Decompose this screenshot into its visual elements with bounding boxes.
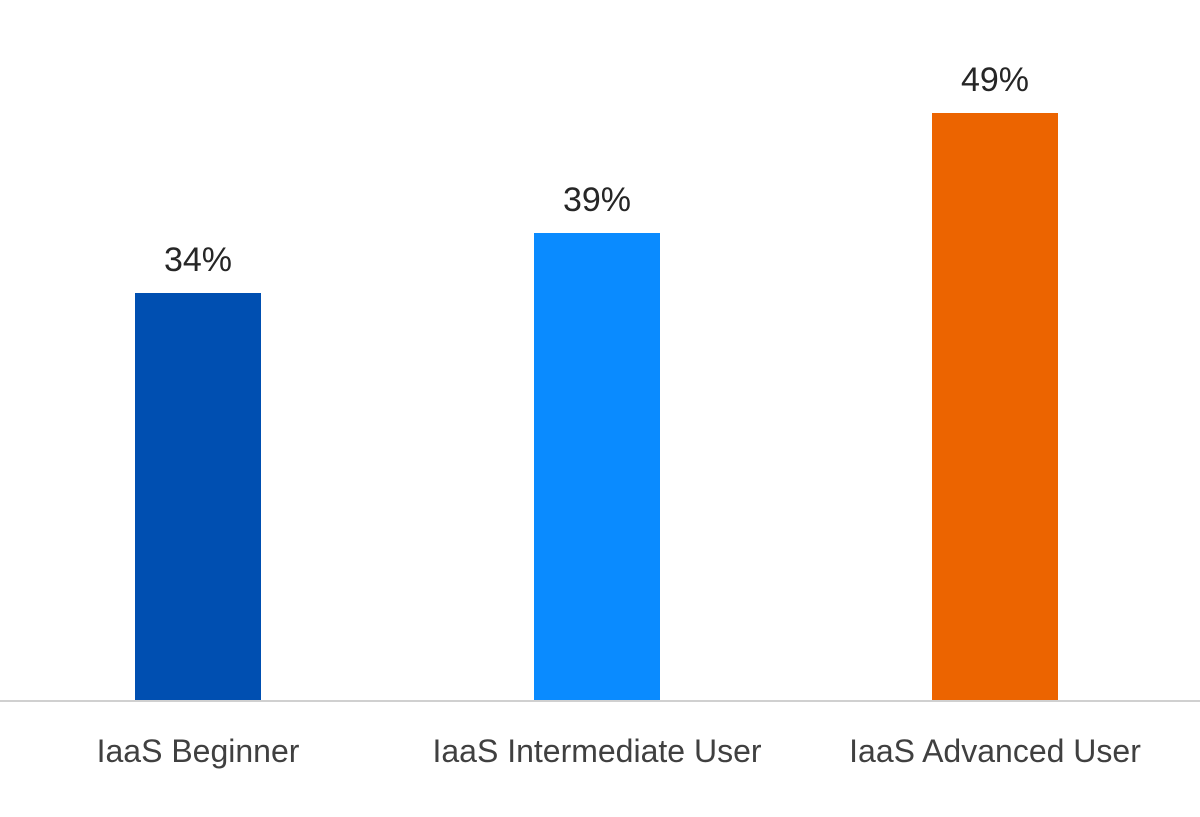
category-label-2: IaaS Intermediate User bbox=[432, 733, 761, 769]
bar-1 bbox=[135, 293, 261, 701]
category-label-3: IaaS Advanced User bbox=[849, 733, 1141, 769]
bar-2 bbox=[534, 233, 660, 701]
data-label-2: 39% bbox=[563, 181, 631, 219]
bars-group bbox=[135, 113, 1058, 701]
bar-3 bbox=[932, 113, 1058, 701]
value-labels-group: 34% 39% 49% bbox=[164, 61, 1029, 279]
data-label-3: 49% bbox=[961, 61, 1029, 99]
category-labels-group: IaaS Beginner IaaS Intermediate User IaaS … bbox=[97, 733, 1142, 769]
data-label-1: 34% bbox=[164, 241, 232, 279]
category-label-1: IaaS Beginner bbox=[97, 733, 300, 769]
